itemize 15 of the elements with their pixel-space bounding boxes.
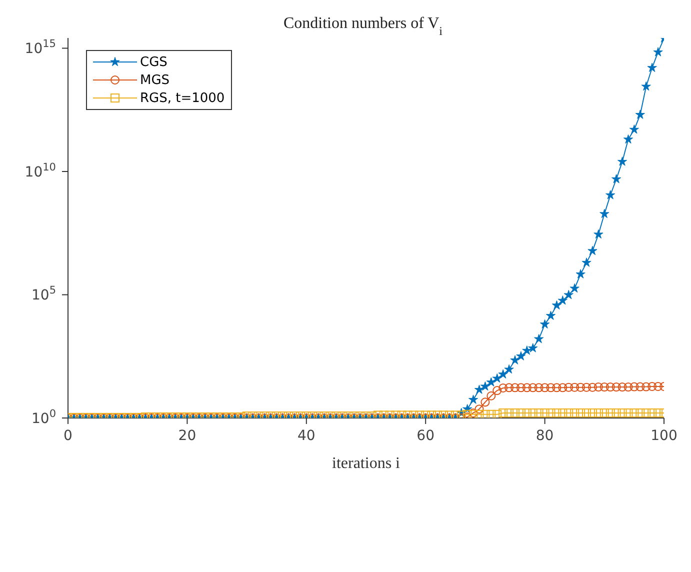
y-tick-label: 10$^{0}$ (31, 408, 56, 427)
x-tick-label: 20 (178, 428, 196, 444)
x-tick-label: 100 (650, 428, 678, 444)
x-tick-label: 80 (536, 428, 554, 444)
legend-label: RGS, t=1000 (140, 90, 225, 106)
legend-label: CGS (140, 54, 168, 70)
x-tick-label: 0 (64, 428, 72, 444)
y-tick-label: 10$^{15}$ (24, 38, 56, 58)
x-tick-label: 40 (297, 428, 316, 444)
x-axis-title: iterations i (332, 455, 401, 472)
legend-label: MGS (140, 72, 170, 88)
x-tick-label: 60 (416, 428, 435, 444)
chart-title: Condition numbers of V$_{i}$ (283, 15, 444, 38)
y-tick-label: 10$^{10}$ (24, 161, 56, 180)
y-tick-label: 10$^{5}$ (31, 284, 56, 304)
